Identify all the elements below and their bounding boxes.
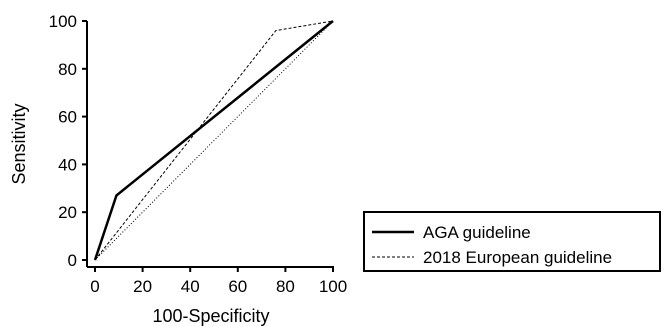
x-tick-label: 60 bbox=[228, 277, 247, 296]
series-line-european bbox=[94, 20, 334, 261]
y-tick-label: 80 bbox=[58, 60, 77, 79]
x-tick-label: 20 bbox=[133, 277, 152, 296]
x-ticks: 0 20 40 60 80 100 bbox=[90, 267, 347, 296]
x-axis-title: 100-Specificity bbox=[152, 306, 269, 326]
y-tick-label: 100 bbox=[49, 12, 77, 31]
legend-box bbox=[363, 211, 661, 272]
y-tick-label: 0 bbox=[68, 251, 77, 270]
y-axis-title: Sensitivity bbox=[9, 103, 29, 184]
legend-label-aga: AGA guideline bbox=[423, 223, 531, 242]
plot-area bbox=[93, 20, 334, 261]
y-tick-label: 60 bbox=[58, 108, 77, 127]
x-tick-label: 100 bbox=[319, 277, 347, 296]
y-tick-label: 20 bbox=[58, 203, 77, 222]
axes bbox=[86, 21, 334, 268]
x-tick-label: 0 bbox=[90, 277, 99, 296]
series-line-aga bbox=[93, 20, 334, 261]
x-tick-label: 80 bbox=[276, 277, 295, 296]
y-tick-label: 40 bbox=[58, 155, 77, 174]
reference-diagonal-line bbox=[94, 20, 334, 261]
legend-label-european: 2018 European guideline bbox=[423, 248, 612, 267]
y-ticks: 0 20 40 60 80 100 bbox=[49, 12, 87, 270]
legend: AGA guideline 2018 European guideline bbox=[363, 211, 661, 272]
x-tick-label: 40 bbox=[181, 277, 200, 296]
